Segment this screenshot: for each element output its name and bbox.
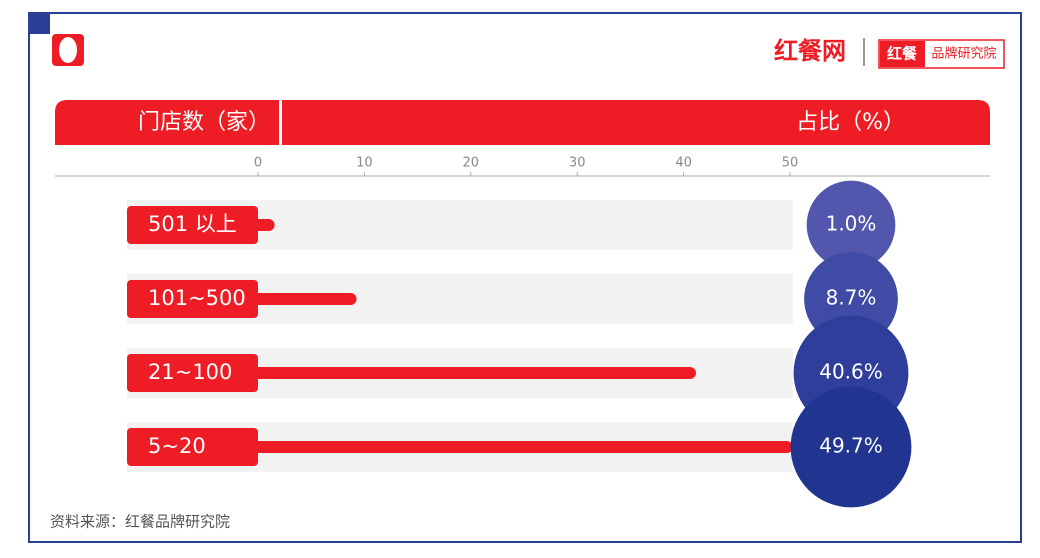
badge-fill — [880, 41, 925, 67]
category-label: 21~100 — [148, 360, 232, 384]
brand-logo: 红餐网 — [774, 37, 846, 65]
bar — [252, 293, 357, 305]
header-bar — [55, 100, 990, 145]
badge-frame — [878, 39, 1005, 69]
value-label: 1.0% — [826, 212, 877, 236]
value-label: 8.7% — [826, 286, 877, 310]
value-label: 49.7% — [819, 434, 883, 458]
bar — [252, 441, 793, 453]
x-tick-label: 10 — [356, 156, 373, 171]
header-left: 门店数（家） — [138, 110, 270, 135]
x-tick-label: 20 — [463, 156, 480, 171]
header-divider — [279, 100, 282, 145]
share-bubble — [790, 386, 912, 508]
bar — [252, 367, 696, 379]
x-tick-label: 50 — [782, 156, 799, 171]
category-label: 101~500 — [148, 286, 246, 310]
category-box — [127, 354, 258, 392]
category-box — [127, 428, 258, 466]
badge-text: 红餐 — [887, 45, 918, 63]
x-tick-label: 0 — [254, 156, 262, 171]
frame — [28, 12, 1022, 543]
category-box — [127, 206, 258, 244]
category-label: 501 以上 — [148, 212, 237, 236]
x-tick-label: 40 — [675, 156, 692, 171]
x-tick-label: 30 — [569, 156, 586, 171]
institute-text: 品牌研究院 — [931, 46, 996, 62]
source: 资料来源：红餐品牌研究院 — [50, 513, 230, 531]
header-right: 占比（%） — [796, 110, 905, 135]
left-logo-hole — [59, 37, 77, 63]
share-bubble — [806, 180, 896, 270]
corner-square — [28, 12, 50, 34]
category-label: 5~20 — [148, 434, 206, 458]
category-box — [127, 280, 258, 318]
value-label: 40.6% — [819, 360, 883, 384]
